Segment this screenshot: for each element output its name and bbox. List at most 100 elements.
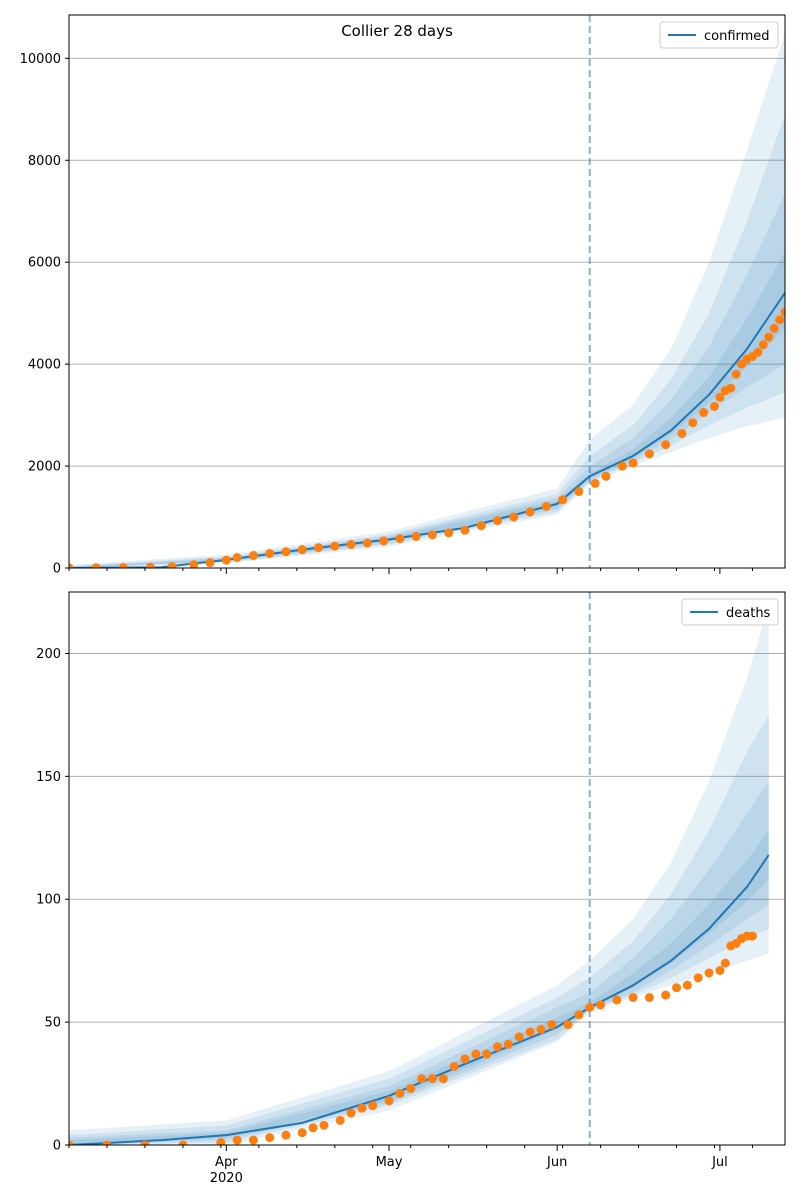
observed-point <box>357 1103 367 1113</box>
observed-point <box>764 332 774 342</box>
observed-point <box>590 478 600 488</box>
y-tick-label: 150 <box>36 770 61 785</box>
observed-point <box>601 471 611 481</box>
y-tick-label: 0 <box>53 1139 61 1154</box>
observed-point <box>362 538 372 548</box>
y-tick-label: 6000 <box>28 256 61 271</box>
x-year-label: 2020 <box>210 1171 243 1186</box>
observed-point <box>297 1128 307 1138</box>
observed-point <box>145 562 155 568</box>
chart-title: Collier 28 days <box>341 22 453 40</box>
observed-point <box>493 516 503 526</box>
axes-frame <box>68 591 786 1146</box>
observed-point <box>780 307 785 317</box>
observed-point <box>715 392 725 402</box>
observed-point <box>417 1074 427 1084</box>
observed-point <box>460 1054 470 1064</box>
observed-point <box>444 528 454 538</box>
observed-point <box>281 1130 291 1140</box>
legend: confirmed <box>659 21 779 49</box>
x-tick-label: Apr <box>215 1155 238 1170</box>
observed-point <box>427 530 437 540</box>
observed-point <box>644 993 654 1003</box>
observed-point <box>563 1020 573 1030</box>
observed-point <box>699 408 709 418</box>
uncertainty-band <box>69 781 769 1145</box>
y-tick-label: 10000 <box>20 52 61 67</box>
y-tick-label: 50 <box>44 1016 61 1031</box>
observed-point <box>140 1140 150 1145</box>
observed-point <box>314 543 324 553</box>
observed-point <box>395 534 405 544</box>
y-tick-label: 2000 <box>28 460 61 475</box>
observed-point <box>265 1133 275 1143</box>
observed-point <box>205 558 215 568</box>
observed-point <box>628 458 638 468</box>
observed-point <box>547 1020 557 1030</box>
observed-point <box>216 1138 226 1145</box>
legend-box <box>681 598 779 626</box>
observed-point <box>265 548 275 558</box>
observed-point <box>221 555 231 565</box>
observed-point <box>704 968 714 978</box>
observed-point <box>536 1024 546 1034</box>
legend-box <box>659 21 779 49</box>
median-line <box>69 854 770 1145</box>
observed-point <box>232 553 242 563</box>
observed-point <box>476 521 486 531</box>
plot-area <box>69 592 770 1145</box>
observed-point <box>395 1088 405 1098</box>
observed-point <box>167 562 177 568</box>
observed-point <box>541 501 551 511</box>
observed-point <box>596 1000 606 1010</box>
observed-point <box>449 1061 459 1071</box>
observed-point <box>503 1039 513 1049</box>
observed-point <box>720 958 730 968</box>
axes-frame <box>68 14 786 569</box>
observed-point <box>726 383 736 393</box>
observed-point <box>753 347 763 357</box>
observed-point <box>677 428 687 438</box>
observed-point <box>178 1140 188 1145</box>
observed-point <box>731 369 741 379</box>
observed-point <box>672 983 682 993</box>
observed-point <box>411 531 421 541</box>
observed-point <box>769 323 779 333</box>
observed-point <box>514 1032 524 1042</box>
observed-point <box>346 540 356 550</box>
observed-point <box>482 1049 492 1059</box>
observed-point <box>346 1108 356 1118</box>
observed-point <box>574 487 584 497</box>
observed-point <box>384 1096 394 1106</box>
y-tick-label: 8000 <box>28 154 61 169</box>
observed-point <box>91 563 101 568</box>
observed-point <box>281 547 291 557</box>
uncertainty-band <box>69 604 769 1145</box>
y-tick-label: 200 <box>36 647 61 662</box>
observed-point <box>612 995 622 1005</box>
observed-point <box>308 1123 318 1133</box>
observed-point <box>232 1135 242 1145</box>
observed-point <box>69 1140 74 1145</box>
x-tick-label: Jun <box>546 1155 567 1170</box>
observed-point <box>297 545 307 555</box>
legend-label: confirmed <box>704 29 770 44</box>
observed-point <box>574 1010 584 1020</box>
observed-point <box>330 541 340 551</box>
y-tick-label: 0 <box>53 562 61 577</box>
observed-point <box>69 563 74 568</box>
y-tick-label: 4000 <box>28 358 61 373</box>
observed-point <box>460 525 470 535</box>
observed-point <box>758 340 768 350</box>
confirmed-panel: 0 2000 4000 6000 8000 10000 confirmed <box>20 14 786 577</box>
observed-point <box>661 990 671 1000</box>
observed-point <box>688 418 698 428</box>
observed-point <box>248 1135 258 1145</box>
observed-point <box>335 1115 345 1125</box>
observed-point <box>682 980 692 990</box>
observed-point <box>525 1027 535 1037</box>
observed-point <box>644 449 654 459</box>
